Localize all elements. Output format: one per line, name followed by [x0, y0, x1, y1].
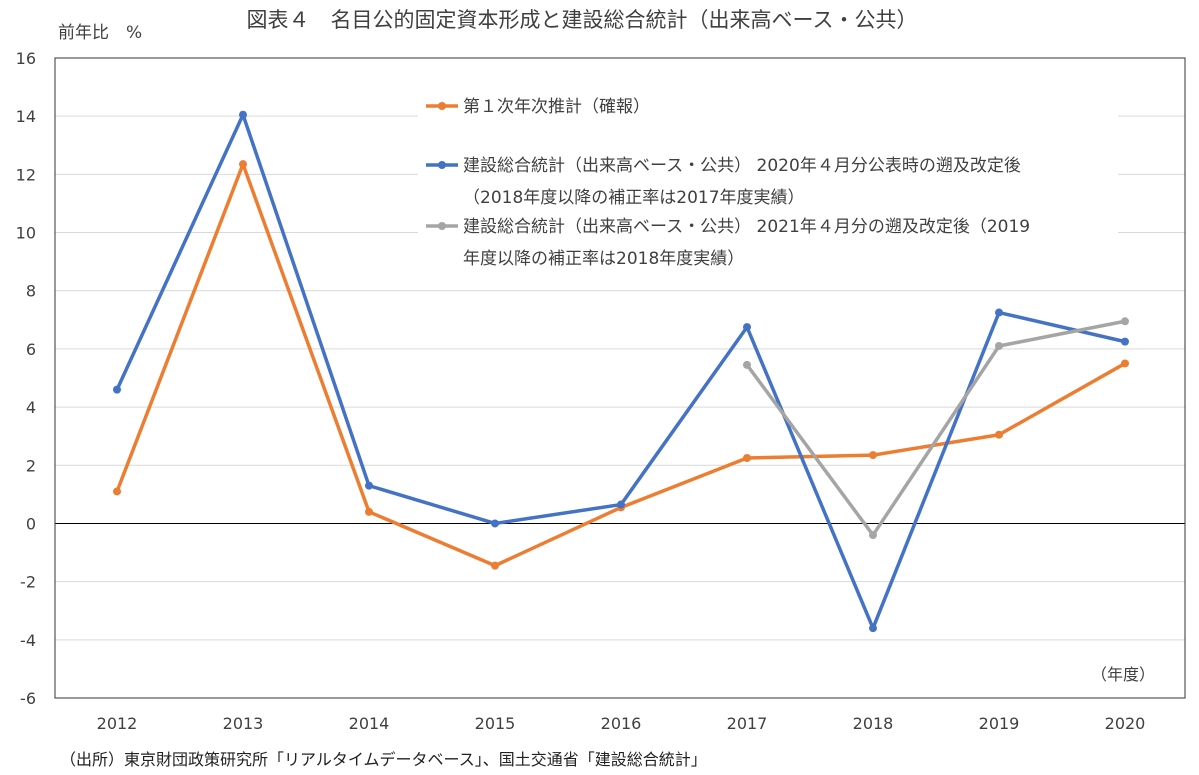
- series-1-point: [113, 487, 121, 496]
- series-3-point: [995, 342, 1003, 350]
- x-tick-label: 2020: [1105, 714, 1146, 733]
- source-note: （出所）東京財団政策研究所「リアルタイムデータベース」、国土交通省「建設総合統計…: [60, 750, 707, 769]
- series-1-point: [1121, 359, 1129, 368]
- series-1-point: [365, 507, 373, 516]
- series-2: [113, 110, 1129, 633]
- x-tick-label: 2016: [601, 714, 642, 733]
- series-2-point: [239, 110, 247, 119]
- legend-label: 建設総合統計（出来高ベース・公共） 2020年４月分公表時の遡及改定後: [463, 156, 1021, 176]
- x-tick-label: 2017: [727, 714, 768, 733]
- series-2-point: [869, 624, 877, 633]
- legend-entry-3: 建設総合統計（出来高ベース・公共） 2021年４月分の遡及改定後（2019 年度以…: [426, 217, 1030, 269]
- y-tick-label: 14: [16, 107, 36, 126]
- x-tick-label: 2013: [223, 714, 264, 733]
- y-tick-label: -6: [20, 689, 36, 708]
- x-tick-label: 2019: [979, 714, 1020, 733]
- series-3-point: [1121, 317, 1129, 326]
- series-2-point: [995, 308, 1003, 317]
- y-tick-label: 2: [26, 456, 36, 475]
- series-1-point: [995, 430, 1003, 439]
- series-lines: [113, 110, 1129, 633]
- series-2-point: [365, 481, 373, 490]
- y-tick-label: 12: [16, 165, 36, 184]
- series-1-point: [743, 454, 751, 462]
- y-tick-label: 8: [26, 282, 36, 301]
- legend-swatch-marker: [438, 161, 446, 169]
- y-tick-label: 16: [16, 49, 36, 68]
- legend-label: （2018年度以降の補正率は2017年度実績）: [463, 188, 805, 208]
- legend-entry-2: 建設総合統計（出来高ベース・公共） 2020年４月分公表時の遡及改定後 （2018…: [426, 156, 1021, 208]
- x-axis-unit-label: （年度）: [1091, 665, 1155, 684]
- series-2-point: [743, 323, 751, 332]
- x-tick-label: 2014: [349, 714, 390, 733]
- legend-swatch-marker: [438, 222, 446, 230]
- y-tick-label: -2: [20, 573, 36, 592]
- gridlines: [55, 115, 1185, 641]
- series-2-point: [491, 519, 499, 528]
- y-tick-label: 0: [26, 514, 36, 533]
- plot-area-border: [54, 57, 1186, 699]
- legend-swatch-marker: [438, 102, 446, 110]
- series-3-line: [745, 319, 1126, 537]
- legend-label: 年度以降の補正率は2018年度実績）: [463, 249, 744, 269]
- series-1-point: [491, 561, 499, 570]
- series-2-point: [1121, 337, 1129, 346]
- legend: 第１次年次推計（確報） 建設総合統計（出来高ベース・公共） 2020年４月分公表時…: [418, 84, 1118, 274]
- series-2-point: [617, 500, 625, 509]
- series-3: [743, 317, 1129, 540]
- y-tick-label: 10: [16, 224, 36, 243]
- y-tick-labels: 16 14 12 10 8 6 4 2 0 -2 -4 -6: [16, 49, 36, 708]
- y-axis-label: 前年比 %: [58, 23, 142, 43]
- legend-entry-1: 第１次年次推計（確報）: [426, 97, 650, 117]
- series-3-point: [869, 531, 877, 540]
- legend-label: 第１次年次推計（確報）: [463, 97, 650, 117]
- series-1-point: [869, 451, 877, 460]
- y-tick-label: 6: [26, 340, 36, 359]
- y-tick-label: -4: [20, 631, 36, 650]
- series-3-point: [743, 360, 751, 369]
- legend-label: 建設総合統計（出来高ベース・公共） 2021年４月分の遡及改定後（2019: [463, 217, 1030, 237]
- series-1-point: [239, 160, 247, 169]
- legend-background: [418, 84, 1118, 274]
- x-tick-labels: 2012 2013 2014 2015 2016 2017 2018 2019 2020: [97, 714, 1146, 733]
- x-tick-label: 2012: [97, 714, 138, 733]
- series-2-point: [113, 385, 121, 394]
- chart-title: 図表４ 名目公的固定資本形成と建設総合統計（出来高ベース・公共）: [247, 8, 918, 32]
- x-tick-label: 2015: [475, 714, 516, 733]
- y-tick-label: 4: [26, 398, 36, 417]
- x-tick-label: 2018: [853, 714, 894, 733]
